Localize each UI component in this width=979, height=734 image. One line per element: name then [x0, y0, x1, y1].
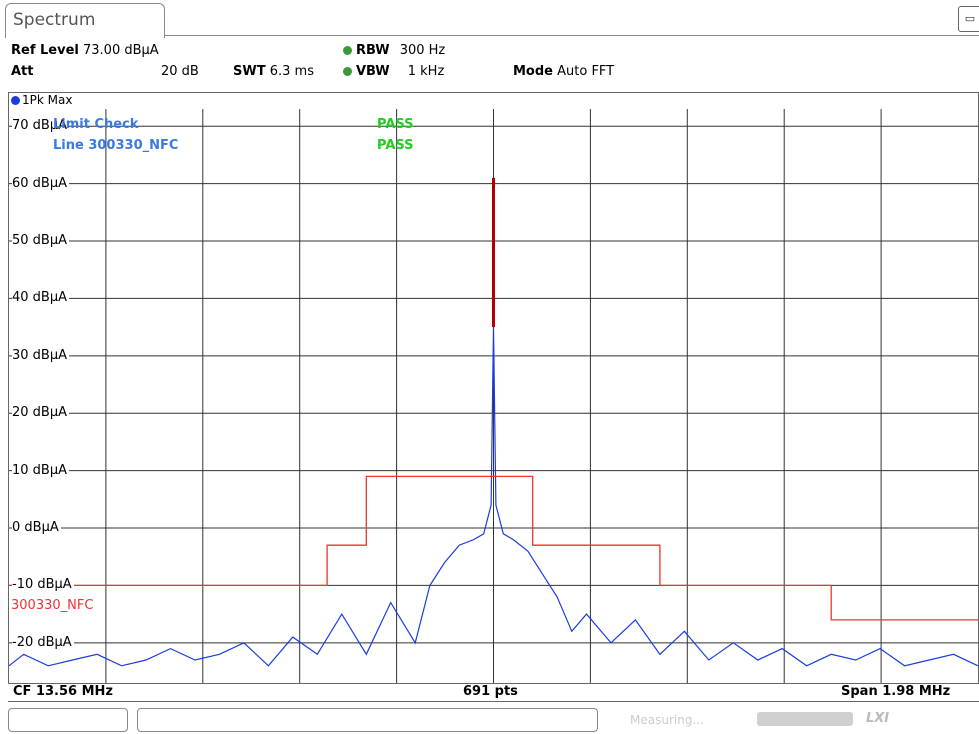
rbw-status-icon [343, 46, 352, 55]
limit-line-result: PASS [377, 138, 414, 153]
ref-level-label: Ref Level [11, 43, 79, 58]
display-config-icon[interactable]: ▭ [958, 6, 979, 32]
y-tick-label: 40 dBµA [12, 290, 70, 306]
limit-check-result: PASS [377, 117, 414, 132]
rbw-label: RBW [356, 43, 390, 58]
y-tick-label: -20 dBµA [12, 634, 74, 650]
att-label: Att [11, 64, 34, 79]
y-tick-label: 10 dBµA [12, 462, 70, 478]
lxi-logo-icon: LXI [866, 711, 890, 726]
footer-bar [8, 683, 979, 702]
tab-divider [164, 35, 979, 36]
y-tick-label: 20 dBµA [12, 405, 70, 421]
trace-indicator-icon [11, 96, 20, 105]
trace-label-text: 1Pk Max [22, 93, 73, 107]
center-frequency: CF 13.56 MHz [13, 684, 113, 699]
ref-level: Ref Level 73.00 dBµA [11, 43, 159, 58]
y-tick-label: 0 dBµA [12, 520, 61, 536]
span: Span 1.98 MHz [841, 684, 951, 699]
swt-value: 6.3 ms [269, 64, 314, 79]
trace-label: 1Pk Max [11, 93, 72, 107]
att-value: 20 dB [161, 64, 199, 79]
att-label-wrap: Att [11, 64, 34, 79]
softkey-box-2[interactable] [137, 708, 598, 732]
softkey-box-1[interactable] [8, 708, 128, 732]
mode-setting: Mode Auto FFT [513, 64, 614, 79]
vbw-status-icon [343, 67, 352, 76]
status-text: Measuring... [630, 713, 704, 727]
ref-level-value: 73.00 dBµA [83, 43, 159, 58]
vbw-setting: VBW 1 kHz [343, 64, 444, 79]
limit-line-name: 300330_NFC [11, 598, 94, 613]
rbw-setting: RBW 300 Hz [343, 43, 445, 58]
limit-line-label: Line 300330_NFC [53, 138, 179, 153]
limit-line-300330 [9, 475, 978, 621]
limit-check-title: Limit Check [53, 117, 139, 132]
rbw-value: 300 Hz [399, 43, 446, 58]
sweep-points: 691 pts [463, 684, 518, 699]
tab-spectrum-label: Spectrum [13, 10, 96, 30]
y-tick-label: 70 dBµA [12, 118, 70, 134]
y-tick-label: -10 dBµA [12, 577, 74, 593]
y-tick-label: 60 dBµA [12, 175, 70, 191]
mode-value: Auto FFT [557, 64, 615, 79]
vbw-label: VBW [356, 64, 390, 79]
y-tick-label: 50 dBµA [12, 233, 70, 249]
y-tick-label: 30 dBµA [12, 347, 70, 363]
vbw-value: 1 kHz [407, 64, 445, 79]
progress-bar-icon [757, 712, 853, 726]
swt-label: SWT [233, 64, 266, 79]
tab-spectrum[interactable]: Spectrum [5, 3, 165, 38]
mode-label: Mode [513, 64, 553, 79]
swt-setting: SWT 6.3 ms [233, 64, 314, 79]
